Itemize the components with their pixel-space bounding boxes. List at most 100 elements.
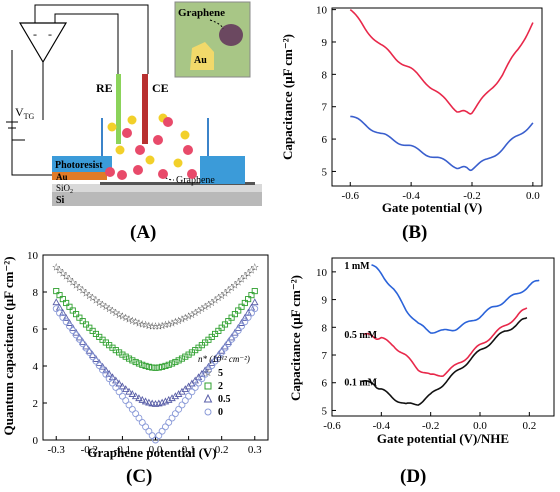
data-point bbox=[218, 324, 225, 331]
data-point: ☆ bbox=[75, 283, 84, 294]
y-tick-label: 6 bbox=[33, 324, 39, 336]
legend-marker bbox=[203, 393, 213, 403]
legend-label: 2 bbox=[218, 381, 223, 392]
x-tick-label: 0.3 bbox=[248, 444, 262, 456]
data-point: ☆ bbox=[211, 296, 220, 307]
data-point: ☆ bbox=[128, 316, 137, 327]
data-point bbox=[115, 379, 123, 387]
vtg-wire-bottom bbox=[11, 128, 55, 176]
data-point bbox=[138, 395, 147, 403]
data-point: ☆ bbox=[164, 319, 173, 330]
data-point bbox=[168, 414, 176, 422]
panel-label-b: (B) bbox=[402, 222, 428, 243]
data-point: ☆ bbox=[214, 293, 223, 304]
data-point: ☆ bbox=[191, 308, 200, 319]
data-point bbox=[62, 314, 70, 321]
data-point bbox=[168, 394, 176, 402]
x-tick-label: 0.0 bbox=[526, 190, 540, 202]
chart-d: -0.6 -0.4 -0.2 0.0 0.2 5 6 7 8 9 10 1 mM 0.5 mM 0.1 m… bbox=[288, 257, 555, 446]
data-point bbox=[141, 397, 150, 405]
au-layer-label: Au bbox=[56, 172, 68, 182]
x-tick-label: -0.6 bbox=[323, 420, 341, 432]
data-point bbox=[122, 353, 129, 360]
data-point bbox=[98, 362, 107, 370]
data-point: ☆ bbox=[58, 269, 67, 280]
data-point bbox=[89, 327, 96, 334]
data-point: ☆ bbox=[221, 288, 230, 299]
data-point bbox=[244, 313, 252, 321]
series-line bbox=[350, 115, 534, 172]
chart-b: -0.6 -0.4 -0.2 0.0 5 6 7 8 9 10 Gate potential (V… bbox=[280, 5, 543, 215]
x-tick-label: -0.2 bbox=[81, 444, 98, 456]
y-tick-label: 9 bbox=[322, 295, 328, 307]
legend-label: 0.5 bbox=[218, 394, 231, 405]
data-point bbox=[237, 319, 246, 326]
data-point bbox=[251, 305, 259, 313]
data-point bbox=[225, 318, 232, 325]
y-tick-label: 6 bbox=[322, 134, 328, 146]
data-point bbox=[53, 288, 60, 295]
data-point: ☆ bbox=[125, 315, 134, 326]
x-tick-label: -0.4 bbox=[402, 190, 420, 202]
data-point bbox=[238, 303, 245, 310]
amp-minus-label-2: - bbox=[48, 27, 52, 41]
data-point: ☆ bbox=[177, 315, 186, 326]
data-point bbox=[109, 379, 116, 387]
data-point: ☆ bbox=[52, 263, 61, 274]
data-point bbox=[182, 353, 189, 360]
anion bbox=[145, 155, 155, 165]
y-tick-label: 6 bbox=[322, 378, 328, 390]
data-point bbox=[245, 296, 252, 303]
anion bbox=[115, 145, 125, 155]
data-point: ☆ bbox=[121, 313, 130, 324]
data-point bbox=[79, 340, 87, 348]
data-point bbox=[248, 292, 255, 299]
cation bbox=[135, 145, 145, 155]
data-point bbox=[125, 401, 133, 409]
x-tick-label: 0.2 bbox=[522, 420, 536, 432]
x-tick-label: -0.2 bbox=[422, 420, 439, 432]
data-point bbox=[241, 314, 249, 321]
data-point bbox=[129, 357, 136, 364]
data-point bbox=[105, 369, 113, 377]
data-point bbox=[228, 314, 235, 321]
y-tick-label: 4 bbox=[33, 361, 39, 373]
data-point: ☆ bbox=[158, 321, 167, 332]
data-point bbox=[195, 379, 202, 387]
data-point bbox=[52, 298, 60, 306]
data-point: ☆ bbox=[68, 278, 77, 289]
data-point bbox=[181, 397, 189, 405]
data-point bbox=[56, 292, 63, 299]
data-point: ☆ bbox=[88, 293, 97, 304]
data-point bbox=[251, 288, 258, 295]
data-point bbox=[131, 392, 140, 400]
ce-wire bbox=[34, 4, 149, 74]
data-point bbox=[185, 392, 193, 400]
graphene-layer bbox=[100, 182, 255, 185]
legend-marker: ☆ bbox=[204, 368, 213, 379]
series-label: 0.1 mM bbox=[344, 377, 377, 388]
y-tick-label: 7 bbox=[322, 350, 328, 362]
data-point: ☆ bbox=[85, 291, 94, 302]
data-point bbox=[95, 362, 103, 370]
data-point bbox=[152, 364, 159, 371]
data-point: ☆ bbox=[101, 302, 110, 313]
x-axis-label: Gate potential (V)/NHE bbox=[377, 431, 509, 446]
data-point bbox=[115, 388, 123, 396]
data-point bbox=[69, 327, 77, 334]
data-point: ☆ bbox=[244, 269, 253, 280]
data-point: ☆ bbox=[134, 318, 143, 329]
data-point bbox=[171, 410, 179, 418]
legend-marker bbox=[204, 408, 212, 416]
data-point bbox=[204, 362, 213, 370]
x-tick-label: 0.1 bbox=[182, 444, 196, 456]
photoresist-label: Photoresist bbox=[55, 160, 103, 171]
si-layer bbox=[52, 192, 262, 206]
data-point bbox=[105, 375, 113, 383]
y-tick-label: 5 bbox=[322, 405, 328, 417]
panel-label-a: (A) bbox=[130, 222, 157, 243]
data-point bbox=[178, 401, 186, 409]
data-point: ☆ bbox=[181, 313, 190, 324]
data-point bbox=[56, 309, 63, 317]
x-tick-label: -0.1 bbox=[114, 444, 131, 456]
